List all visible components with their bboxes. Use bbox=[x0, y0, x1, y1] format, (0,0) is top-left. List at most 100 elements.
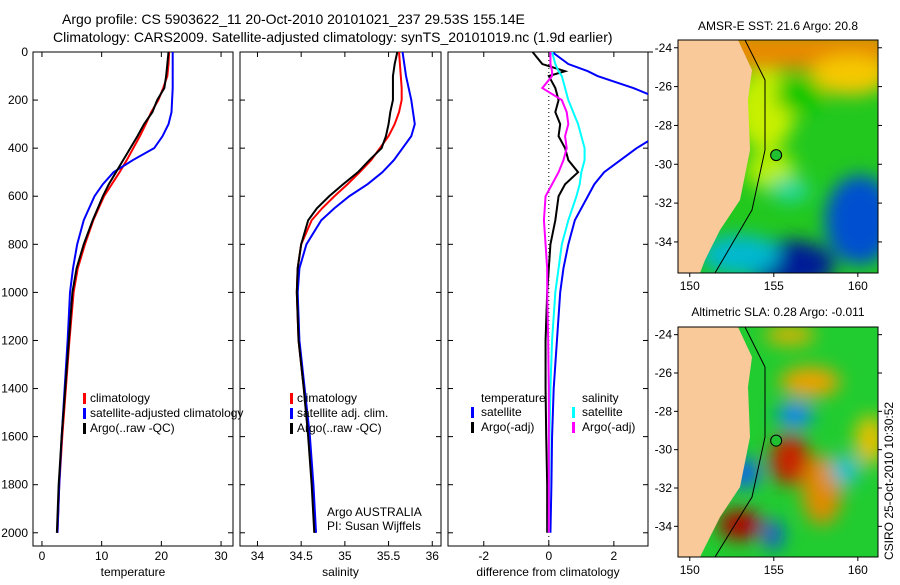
x-tick-label: 34.5 bbox=[289, 549, 313, 563]
x-tick-label: 20 bbox=[155, 549, 169, 563]
axes-box bbox=[239, 51, 442, 547]
lon-tick-label: 155 bbox=[764, 279, 784, 293]
profile-panel-2: 34 34.5 35 35.5 36 salinity climatologysatelli… bbox=[239, 51, 442, 579]
sla-map bbox=[678, 327, 878, 557]
series-line-climatology bbox=[56, 52, 171, 533]
map-frame bbox=[677, 326, 879, 558]
y-tick-label: 600 bbox=[8, 189, 28, 203]
sst-map bbox=[678, 40, 878, 273]
lon-tick-label: 150 bbox=[680, 563, 700, 577]
x-tick-label: 10 bbox=[95, 549, 109, 563]
land-australia bbox=[678, 327, 752, 557]
title-line1: Argo profile: CS 5903622_11 20-Oct-2010 … bbox=[62, 11, 525, 27]
y-tick-label: 2000 bbox=[1, 526, 28, 540]
y-tick-label: 400 bbox=[8, 141, 28, 155]
x-tick-label: 34 bbox=[251, 549, 265, 563]
lon-tick-label: 160 bbox=[848, 279, 868, 293]
x-tick-label: 2 bbox=[611, 549, 618, 563]
x-tick-label: 35.5 bbox=[377, 549, 401, 563]
series-line-argo-raw-qc- bbox=[295, 52, 399, 533]
series-line-salinity-satellite bbox=[547, 52, 586, 533]
y-tick-label: 0 bbox=[21, 45, 28, 59]
coastline-contour bbox=[714, 327, 766, 557]
series-line-argo-raw-qc- bbox=[55, 52, 170, 533]
legend-swatch bbox=[572, 407, 575, 418]
legend-label: climatology bbox=[297, 391, 357, 405]
legend-label: Argo(..raw -QC) bbox=[90, 421, 175, 435]
legend-label: satellite adj. clim. bbox=[297, 406, 388, 420]
y-tick-label: 1400 bbox=[1, 382, 28, 396]
legend-label: satellite bbox=[582, 405, 623, 419]
annotation-text: PI: Susan Wijffels bbox=[327, 519, 421, 533]
annotation-text: Argo AUSTRALIA bbox=[327, 505, 422, 519]
argo-float-marker bbox=[770, 149, 783, 162]
legend-header: salinity bbox=[582, 391, 619, 405]
legend-label: satellite-adjusted climatology bbox=[90, 406, 243, 420]
map-axes-2: Altimetric SLA: 0.28 Argo: -0.011 150 155 1… bbox=[655, 305, 882, 577]
y-tick-label: 200 bbox=[8, 93, 28, 107]
series-line-satellite-adjusted-climatology bbox=[56, 52, 174, 533]
lat-tick-label: -32 bbox=[655, 481, 673, 495]
y-tick-label: 1200 bbox=[1, 333, 28, 347]
lat-tick-label: -24 bbox=[655, 328, 673, 342]
legend-label: Argo(-adj) bbox=[481, 420, 534, 434]
lat-tick-label: -28 bbox=[655, 118, 673, 132]
legend-swatch bbox=[471, 422, 474, 433]
x-axis-label: difference from climatology bbox=[476, 565, 619, 579]
x-tick-label: 0 bbox=[39, 549, 46, 563]
lat-tick-label: -24 bbox=[655, 41, 673, 55]
y-tick-label: 1800 bbox=[1, 478, 28, 492]
coastline-contour bbox=[714, 40, 766, 273]
legend-header: temperature bbox=[481, 391, 546, 405]
series-line-temperature-satellite bbox=[549, 52, 648, 533]
legend-label: Argo(..raw -QC) bbox=[297, 421, 382, 435]
lat-tick-label: -30 bbox=[655, 157, 673, 171]
x-tick-label: 35 bbox=[338, 549, 352, 563]
legend-label: satellite bbox=[481, 405, 522, 419]
legend-swatch bbox=[290, 423, 293, 434]
x-tick-label: 0 bbox=[545, 549, 552, 563]
x-axis-label: temperature bbox=[101, 565, 166, 579]
y-tick-label: 800 bbox=[8, 237, 28, 251]
lat-tick-label: -34 bbox=[655, 519, 673, 533]
x-tick-label: 30 bbox=[214, 549, 228, 563]
y-tick-label: 1000 bbox=[1, 285, 28, 299]
legend-label: Argo(-adj) bbox=[582, 420, 635, 434]
lon-tick-label: 150 bbox=[680, 279, 700, 293]
legend-swatch bbox=[290, 393, 293, 404]
map-title: AMSR-E SST: 21.6 Argo: 20.8 bbox=[698, 19, 858, 33]
x-axis-label: salinity bbox=[322, 565, 359, 579]
legend-swatch bbox=[83, 408, 86, 419]
lon-tick-label: 155 bbox=[764, 563, 784, 577]
map-title: Altimetric SLA: 0.28 Argo: -0.011 bbox=[691, 305, 865, 319]
y-tick-label: 1600 bbox=[1, 430, 28, 444]
profile-panel-1: 0 10 20 30 0 200 400 600 800 1000 1200 1400 1600 1800… bbox=[1, 45, 243, 579]
series-line-salinity-argo-adj- bbox=[540, 52, 570, 533]
land-australia bbox=[678, 40, 752, 273]
series-line-temperature-argo-adj- bbox=[531, 52, 580, 533]
legend-swatch bbox=[572, 422, 575, 433]
series-line-satellite-adj-clim- bbox=[296, 52, 416, 533]
legend-swatch bbox=[290, 408, 293, 419]
legend-label: climatology bbox=[90, 391, 150, 405]
lon-tick-label: 160 bbox=[848, 563, 868, 577]
lat-tick-label: -34 bbox=[655, 235, 673, 249]
x-tick-label: 36 bbox=[426, 549, 440, 563]
timestamp-label: CSIRO 25-Oct-2010 10:30:52 bbox=[882, 402, 896, 560]
axes-box bbox=[447, 51, 649, 547]
argo-float-marker bbox=[770, 434, 783, 447]
legend-swatch bbox=[83, 393, 86, 404]
axes-box bbox=[32, 51, 234, 547]
lat-tick-label: -28 bbox=[655, 404, 673, 418]
lat-tick-label: -32 bbox=[655, 196, 673, 210]
lat-tick-label: -30 bbox=[655, 443, 673, 457]
lat-tick-label: -26 bbox=[655, 366, 673, 380]
legend-swatch bbox=[83, 423, 86, 434]
map-frame bbox=[677, 39, 879, 274]
profile-panel-3: -2 0 2 difference from climatology temperatu… bbox=[447, 51, 653, 579]
lat-tick-label: -26 bbox=[655, 80, 673, 94]
map-axes-1: AMSR-E SST: 21.6 Argo: 20.8 150 155 160 -24 -… bbox=[655, 19, 882, 293]
legend-swatch bbox=[471, 407, 474, 418]
